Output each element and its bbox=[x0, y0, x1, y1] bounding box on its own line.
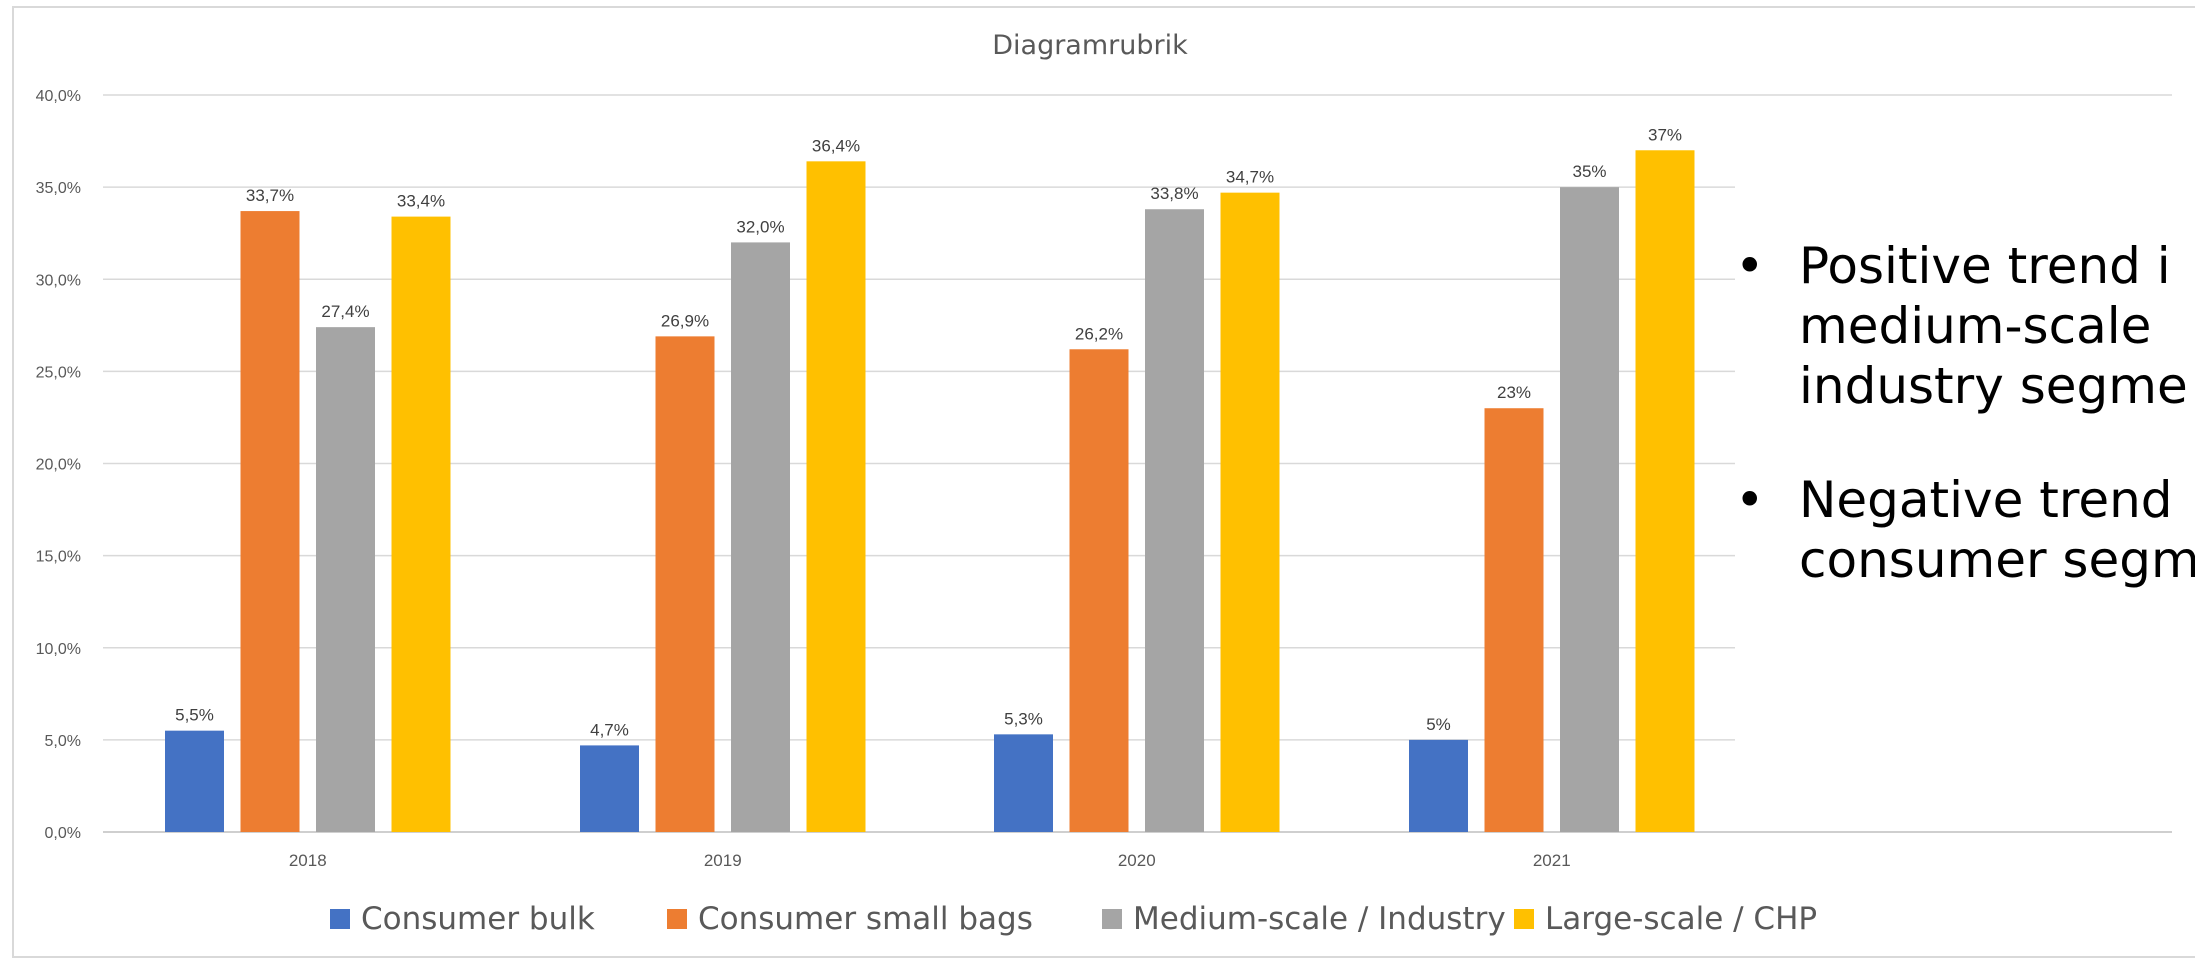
bar bbox=[806, 161, 866, 832]
legend-label: Consumer bulk bbox=[361, 901, 595, 937]
bar bbox=[731, 242, 790, 832]
bar bbox=[1560, 187, 1619, 832]
y-tick-label: 35,0% bbox=[36, 180, 81, 197]
x-tick-label: 2018 bbox=[289, 851, 327, 870]
data-label: 33,8% bbox=[1150, 184, 1198, 203]
bullet-text: Positive trend i medium-scale industry s… bbox=[1799, 237, 2188, 415]
legend-label: Large-scale / CHP bbox=[1545, 901, 1817, 937]
y-tick-label: 30,0% bbox=[36, 272, 81, 289]
bar bbox=[1484, 408, 1544, 832]
data-label: 26,2% bbox=[1075, 324, 1123, 343]
data-label: 26,9% bbox=[661, 311, 709, 330]
bullet-item-positive-trend: • Positive trend i medium-scale industry… bbox=[1735, 236, 2195, 416]
legend-label: Medium-scale / Industry bbox=[1133, 901, 1506, 937]
data-label: 33,7% bbox=[246, 186, 294, 205]
bar bbox=[391, 216, 451, 833]
bullet-dot-icon: • bbox=[1735, 237, 1765, 295]
bullet-text: Negative trend consumer segm bbox=[1799, 471, 2195, 589]
y-tick-label: 40,0% bbox=[36, 88, 81, 105]
data-label: 5% bbox=[1426, 715, 1451, 734]
bar bbox=[240, 211, 300, 832]
data-label: 34,7% bbox=[1226, 168, 1274, 187]
data-label: 35% bbox=[1572, 162, 1606, 181]
x-tick-label: 2019 bbox=[704, 851, 742, 870]
data-label: 5,5% bbox=[175, 706, 214, 725]
legend-swatch bbox=[1514, 909, 1534, 929]
y-tick-label: 0,0% bbox=[45, 825, 81, 842]
bar bbox=[165, 730, 224, 832]
bar bbox=[1145, 209, 1204, 833]
y-tick-label: 15,0% bbox=[36, 549, 81, 566]
data-label: 33,4% bbox=[397, 192, 445, 211]
bar bbox=[1409, 739, 1468, 832]
bar bbox=[316, 327, 375, 832]
data-label: 23% bbox=[1497, 383, 1531, 402]
data-label: 27,4% bbox=[321, 302, 369, 321]
bullet-item-negative-trend: • Negative trend consumer segm bbox=[1735, 470, 2195, 590]
bar bbox=[655, 336, 715, 832]
bar bbox=[994, 734, 1053, 832]
y-tick-label: 10,0% bbox=[36, 641, 81, 658]
data-label: 36,4% bbox=[812, 136, 860, 155]
data-label: 5,3% bbox=[1004, 709, 1043, 728]
bar bbox=[1069, 349, 1129, 832]
bullet-list: • Positive trend i medium-scale industry… bbox=[1735, 236, 2195, 644]
data-label: 32,0% bbox=[736, 217, 784, 236]
y-tick-label: 5,0% bbox=[45, 733, 81, 750]
data-label: 37% bbox=[1648, 125, 1682, 144]
bar bbox=[1220, 192, 1280, 833]
y-tick-label: 20,0% bbox=[36, 457, 81, 474]
bar bbox=[1635, 150, 1695, 832]
bar bbox=[580, 745, 639, 832]
bullet-dot-icon: • bbox=[1735, 471, 1765, 529]
x-tick-label: 2020 bbox=[1118, 851, 1156, 870]
x-tick-label: 2021 bbox=[1533, 851, 1571, 870]
y-tick-label: 25,0% bbox=[36, 364, 81, 381]
chart-title: Diagramrubrik bbox=[992, 30, 1188, 61]
data-label: 4,7% bbox=[590, 720, 629, 739]
legend-swatch bbox=[667, 909, 687, 929]
legend-label: Consumer small bags bbox=[698, 901, 1033, 937]
legend-swatch bbox=[330, 909, 350, 929]
legend-swatch bbox=[1102, 909, 1122, 929]
